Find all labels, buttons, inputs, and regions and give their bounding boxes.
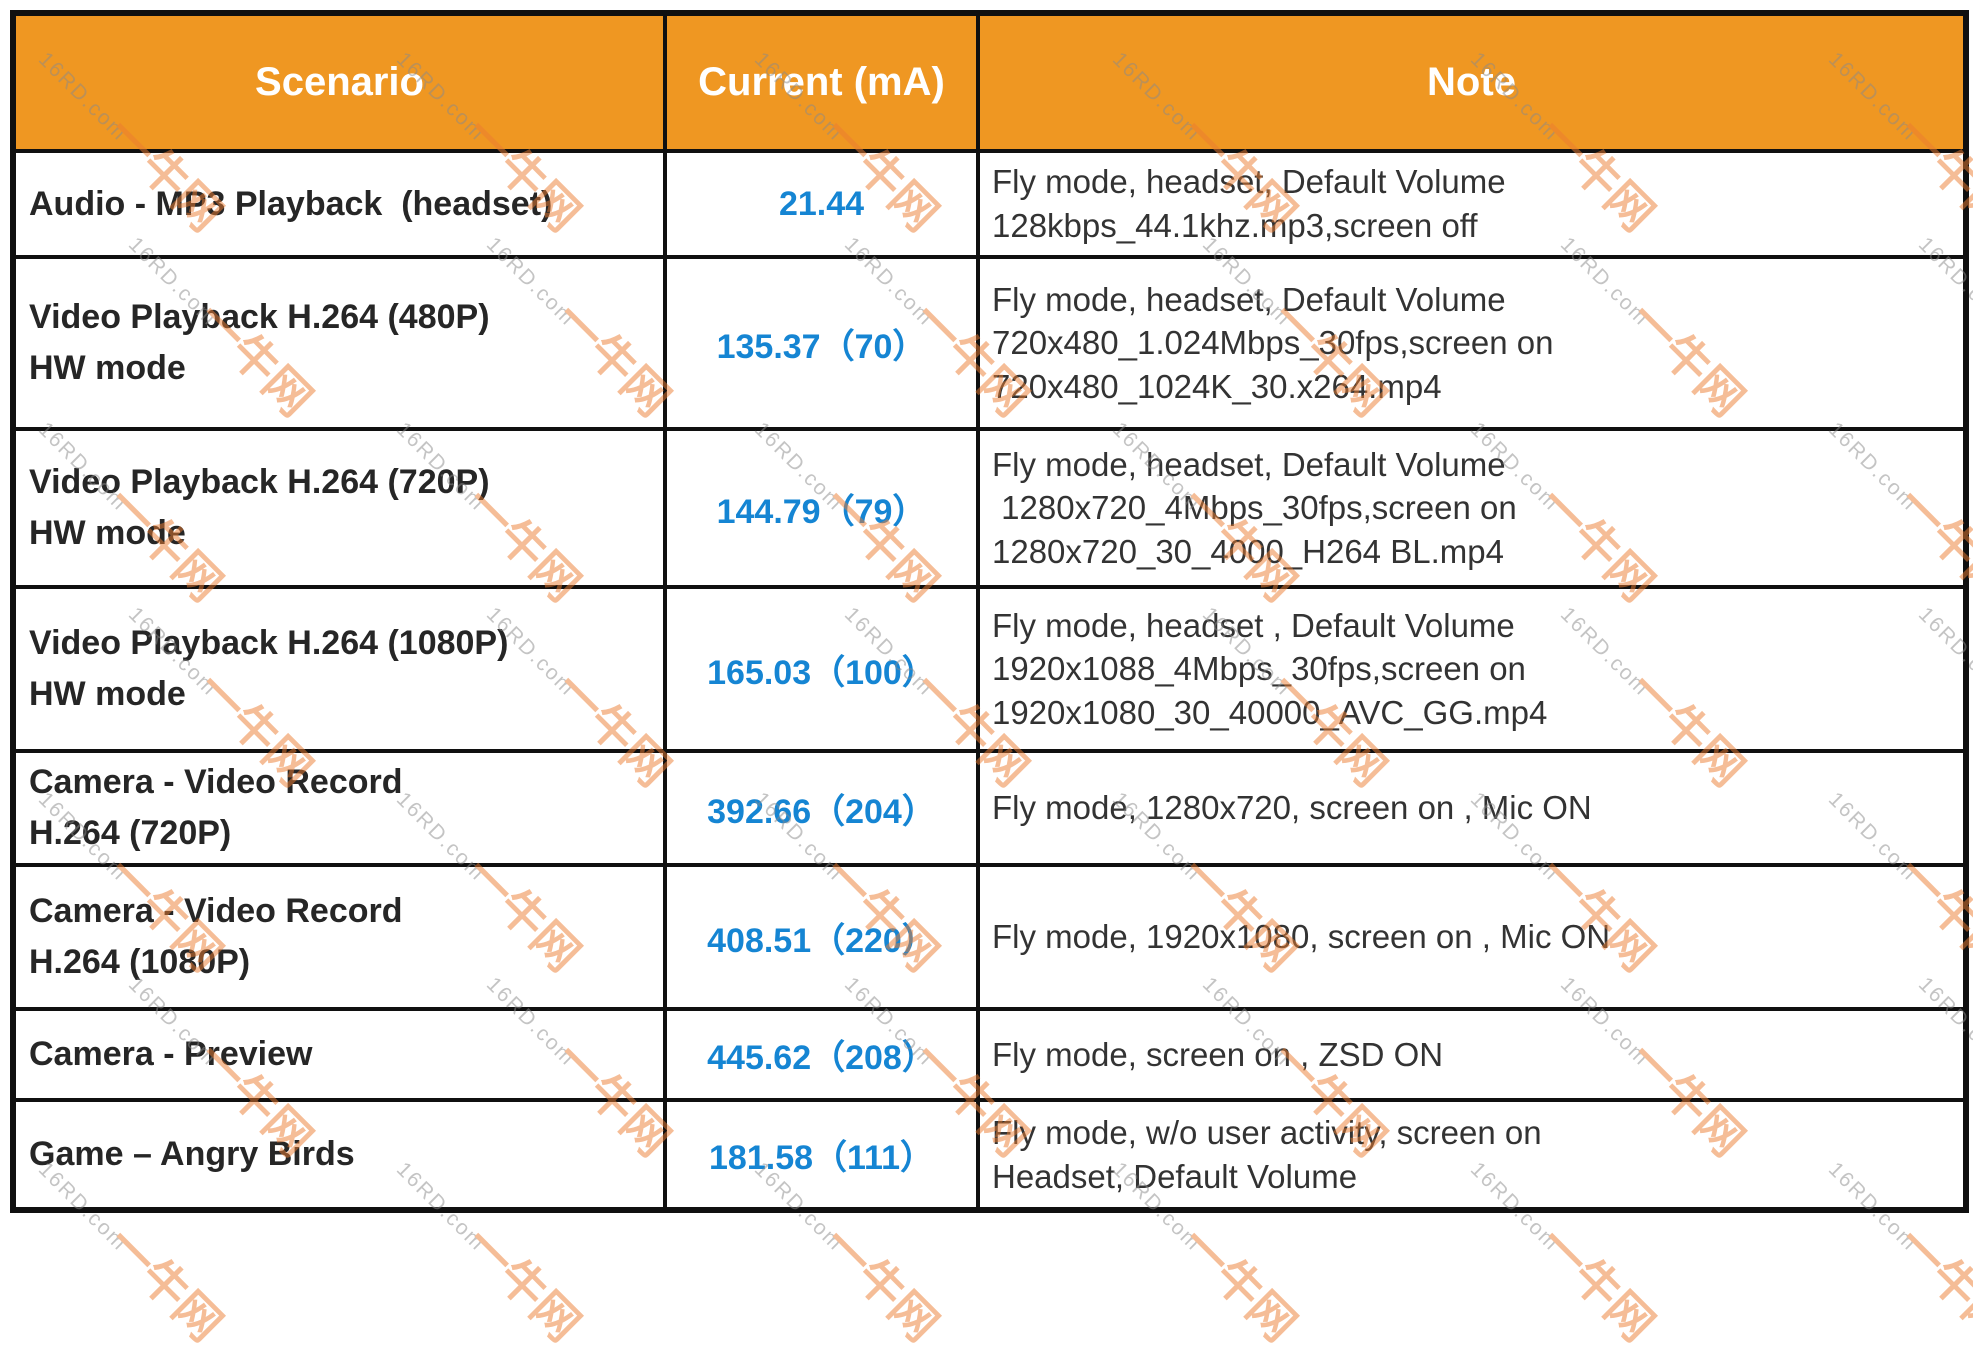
current-value-cell: 408.51（220） (663, 863, 980, 1011)
table-row: Video Playback H.264 (1080P) HW mode 165… (11, 585, 1968, 753)
note-cell: Fly mode, headset, Default Volume 1280x7… (976, 427, 1968, 589)
scenario-cell: Video Playback H.264 (720P) HW mode (11, 427, 667, 589)
note-cell: Fly mode, 1280x720, screen on , Mic ON (976, 749, 1968, 867)
note-cell: Fly mode, w/o user activity, screen on H… (976, 1098, 1968, 1212)
table-row: Camera - Video Record H.264 (720P) 392.6… (11, 749, 1968, 867)
watermark-yiniu-text: 一牛网 (1171, 1216, 1307, 1351)
note-cell: Fly mode, headset , Default Volume 1920x… (976, 585, 1968, 753)
current-value-cell: 392.66（204） (663, 749, 980, 867)
note-cell: Fly mode, headset, Default Volume 128kbp… (976, 149, 1968, 259)
scenario-cell: Camera - Preview (11, 1007, 667, 1102)
column-header-note: Note (976, 11, 1968, 153)
current-value-cell: 165.03（100） (663, 585, 980, 753)
table-row: Game – Angry Birds 181.58（111） Fly mode,… (11, 1098, 1968, 1212)
column-header-current: Current (mA) (663, 11, 980, 153)
current-value-cell: 144.79（79） (663, 427, 980, 589)
watermark-yiniu-text: 一牛网 (813, 1216, 949, 1351)
current-value-cell: 445.62（208） (663, 1007, 980, 1102)
table-row: Video Playback H.264 (480P) HW mode 135.… (11, 255, 1968, 431)
header-row: Scenario Current (mA) Note (11, 11, 1968, 153)
scenario-cell: Camera - Video Record H.264 (1080P) (11, 863, 667, 1011)
watermark-yiniu-text: 一牛网 (455, 1216, 591, 1351)
table-row: Camera - Video Record H.264 (1080P) 408.… (11, 863, 1968, 1011)
scenario-cell: Game – Angry Birds (11, 1098, 667, 1212)
scenario-cell: Camera - Video Record H.264 (720P) (11, 749, 667, 867)
note-cell: Fly mode, 1920x1080, screen on , Mic ON (976, 863, 1968, 1011)
scenario-cell: Video Playback H.264 (480P) HW mode (11, 255, 667, 431)
power-consumption-table: Scenario Current (mA) Note Audio - MP3 P… (10, 10, 1969, 1213)
column-header-scenario: Scenario (11, 11, 667, 153)
note-cell: Fly mode, headset, Default Volume 720x48… (976, 255, 1968, 431)
table-row: Camera - Preview 445.62（208） Fly mode, s… (11, 1007, 1968, 1102)
table-row: Video Playback H.264 (720P) HW mode 144.… (11, 427, 1968, 589)
watermark-yiniu-text: 一牛网 (97, 1216, 233, 1351)
scenario-cell: Video Playback H.264 (1080P) HW mode (11, 585, 667, 753)
table-row: Audio - MP3 Playback (headset) 21.44 Fly… (11, 149, 1968, 259)
current-value-cell: 181.58（111） (663, 1098, 980, 1212)
current-value-cell: 135.37（70） (663, 255, 980, 431)
watermark-yiniu-text: 一牛网 (1887, 1216, 1973, 1351)
watermark-yiniu-text: 一牛网 (1529, 1216, 1665, 1351)
current-value-cell: 21.44 (663, 149, 980, 259)
scenario-cell: Audio - MP3 Playback (headset) (11, 149, 667, 259)
note-cell: Fly mode, screen on , ZSD ON (976, 1007, 1968, 1102)
